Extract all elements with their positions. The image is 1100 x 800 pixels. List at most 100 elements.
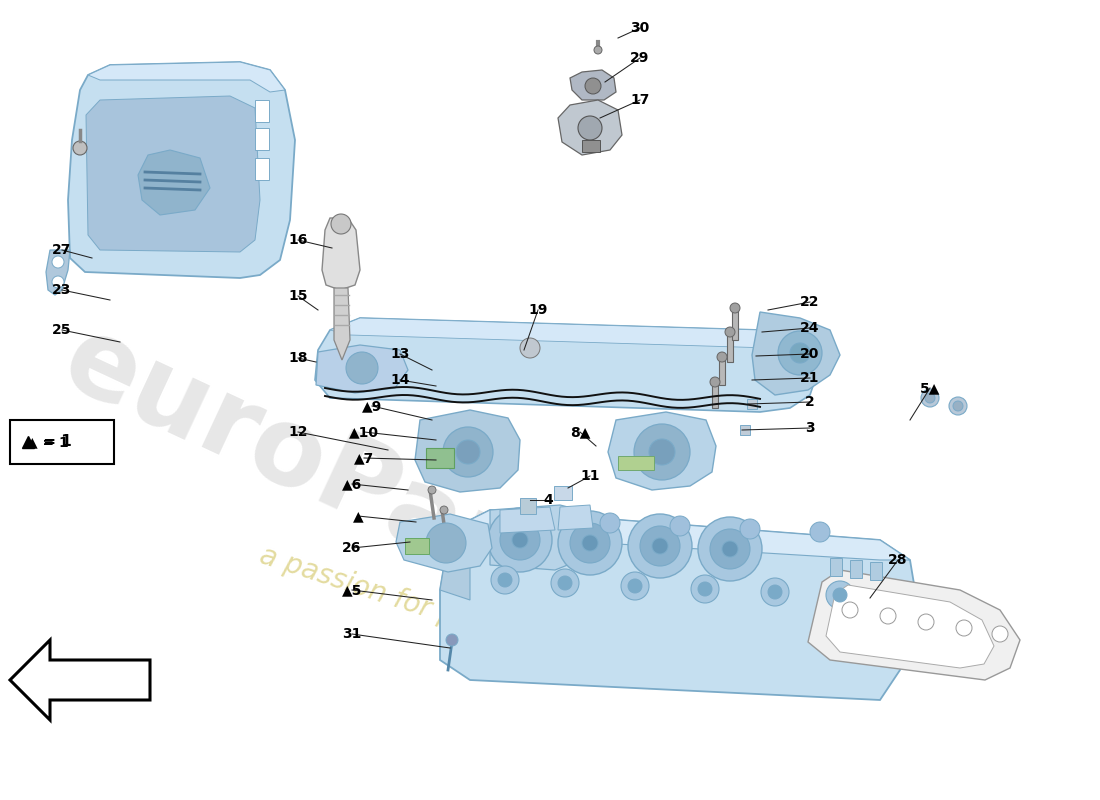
Polygon shape [558, 100, 622, 155]
Circle shape [956, 620, 972, 636]
Circle shape [710, 377, 720, 387]
Circle shape [717, 352, 727, 362]
Text: 8▲: 8▲ [570, 425, 591, 439]
Polygon shape [608, 412, 716, 490]
Polygon shape [440, 530, 470, 600]
Text: ▲10: ▲10 [349, 425, 379, 439]
Bar [719, 357, 725, 385]
Text: 2: 2 [805, 395, 815, 409]
Circle shape [730, 303, 740, 313]
Circle shape [530, 510, 550, 530]
Circle shape [52, 256, 64, 268]
Circle shape [710, 529, 750, 569]
Text: euroParts: euroParts [46, 306, 634, 654]
Circle shape [778, 331, 822, 375]
Circle shape [826, 581, 854, 609]
Text: 24: 24 [801, 321, 820, 335]
Bar [255, 158, 270, 180]
Polygon shape [500, 507, 556, 533]
Circle shape [456, 440, 480, 464]
Text: 4: 4 [543, 493, 553, 507]
Polygon shape [490, 505, 580, 570]
Circle shape [331, 214, 351, 234]
Circle shape [621, 572, 649, 600]
Circle shape [918, 614, 934, 630]
Circle shape [558, 576, 572, 590]
Polygon shape [46, 250, 70, 295]
Circle shape [992, 626, 1008, 642]
Circle shape [520, 338, 540, 358]
Text: a passion for parts since 1985: a passion for parts since 1985 [256, 542, 664, 698]
Text: 5▲: 5▲ [920, 381, 940, 395]
Polygon shape [396, 514, 492, 572]
Polygon shape [316, 345, 408, 393]
Polygon shape [330, 318, 800, 348]
Text: 15: 15 [288, 289, 308, 303]
Bar [830, 558, 842, 576]
Text: ▲7: ▲7 [354, 451, 374, 465]
Circle shape [551, 569, 579, 597]
Polygon shape [826, 585, 994, 668]
Circle shape [443, 427, 493, 477]
Bar [255, 128, 270, 150]
Text: ▲5: ▲5 [342, 583, 362, 597]
Circle shape [698, 582, 712, 596]
Circle shape [652, 538, 668, 554]
Polygon shape [808, 570, 1020, 680]
Text: 3: 3 [805, 421, 815, 435]
Bar [618, 456, 654, 470]
Text: 30: 30 [630, 21, 650, 35]
Circle shape [500, 520, 540, 560]
Circle shape [582, 535, 598, 551]
Circle shape [670, 516, 690, 536]
Polygon shape [752, 312, 840, 395]
Text: 31: 31 [342, 627, 362, 641]
Text: 12: 12 [288, 425, 308, 439]
Text: ▲: ▲ [353, 509, 363, 523]
Text: 26: 26 [342, 541, 362, 555]
Text: 16: 16 [288, 233, 308, 247]
Circle shape [446, 634, 458, 646]
Circle shape [761, 578, 789, 606]
Circle shape [698, 517, 762, 581]
Circle shape [346, 352, 378, 384]
FancyBboxPatch shape [10, 420, 114, 464]
Circle shape [594, 46, 602, 54]
Text: 27: 27 [53, 243, 72, 257]
Circle shape [52, 276, 64, 288]
Text: 22: 22 [801, 295, 820, 309]
Circle shape [628, 579, 642, 593]
Circle shape [810, 522, 830, 542]
Circle shape [498, 573, 512, 587]
Circle shape [440, 506, 448, 514]
Text: ▲ = 1: ▲ = 1 [28, 435, 69, 449]
Circle shape [628, 514, 692, 578]
Circle shape [558, 511, 622, 575]
Text: 17: 17 [630, 93, 650, 107]
Bar [727, 332, 733, 362]
Circle shape [428, 486, 436, 494]
Text: 13: 13 [390, 347, 409, 361]
Circle shape [953, 401, 962, 411]
Polygon shape [10, 640, 150, 720]
Circle shape [512, 532, 528, 548]
Circle shape [73, 141, 87, 155]
Bar [255, 100, 270, 122]
Bar [426, 448, 454, 468]
Circle shape [600, 513, 620, 533]
Circle shape [768, 585, 782, 599]
Bar [740, 425, 750, 435]
Text: 23: 23 [53, 283, 72, 297]
Polygon shape [558, 505, 593, 530]
Text: 19: 19 [528, 303, 548, 317]
Polygon shape [450, 510, 910, 560]
Circle shape [640, 526, 680, 566]
Bar [747, 399, 757, 409]
Text: 21: 21 [801, 371, 820, 385]
Text: = 1: = 1 [39, 434, 72, 450]
Polygon shape [334, 288, 350, 360]
Bar [582, 140, 600, 152]
Text: 25: 25 [53, 323, 72, 337]
Bar [732, 308, 738, 340]
Text: 11: 11 [581, 469, 600, 483]
